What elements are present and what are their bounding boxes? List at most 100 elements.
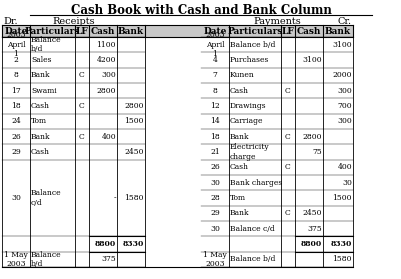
Text: 400: 400 [101, 133, 116, 141]
Bar [2, 25, 352, 37]
Text: Cr.: Cr. [337, 17, 351, 26]
Text: Purchases: Purchases [229, 56, 269, 64]
Text: Bank: Bank [31, 71, 51, 79]
Text: 75: 75 [312, 148, 321, 156]
Text: C: C [284, 87, 290, 95]
Text: Dr.: Dr. [3, 17, 18, 26]
Text: Bank: Bank [117, 27, 144, 35]
Text: Bank: Bank [31, 133, 51, 141]
Text: LF: LF [75, 27, 88, 35]
Text: 3100: 3100 [302, 56, 321, 64]
Text: 1500: 1500 [332, 194, 351, 202]
Text: 2800: 2800 [96, 87, 116, 95]
Text: -: - [113, 194, 116, 202]
Text: 300: 300 [336, 117, 351, 125]
Text: Sales: Sales [31, 56, 51, 64]
Text: 18: 18 [11, 102, 21, 110]
Text: 2450: 2450 [302, 209, 321, 217]
Text: 18: 18 [210, 133, 219, 141]
Text: 26: 26 [210, 163, 219, 171]
Text: 1 May
2003: 1 May 2003 [203, 251, 226, 268]
Text: 375: 375 [101, 255, 116, 263]
Text: 300: 300 [101, 71, 116, 79]
Text: Cash: Cash [31, 102, 50, 110]
Text: Date: Date [4, 27, 28, 35]
Text: 24: 24 [11, 117, 21, 125]
Text: Particulars: Particulars [25, 27, 80, 35]
Text: C: C [284, 133, 290, 141]
Text: Cash: Cash [229, 87, 248, 95]
Text: 8330: 8330 [122, 240, 144, 248]
Text: Bank charges: Bank charges [229, 179, 282, 187]
Text: 8800: 8800 [95, 240, 116, 248]
Text: Bank: Bank [229, 133, 249, 141]
Text: 8800: 8800 [300, 240, 321, 248]
Text: Kunen: Kunen [229, 71, 254, 79]
Text: 2450: 2450 [124, 148, 144, 156]
Text: 300: 300 [336, 87, 351, 95]
Text: Receipts: Receipts [52, 17, 95, 26]
Text: 1580: 1580 [332, 255, 351, 263]
Text: 3100: 3100 [332, 41, 351, 49]
Text: Carriage: Carriage [229, 117, 263, 125]
Text: Cash: Cash [31, 148, 50, 156]
Text: 17: 17 [11, 87, 21, 95]
Text: Cash Book with Cash and Bank Column: Cash Book with Cash and Bank Column [71, 4, 330, 17]
Text: 4200: 4200 [96, 56, 116, 64]
Text: 400: 400 [336, 163, 351, 171]
Text: 26: 26 [11, 133, 21, 141]
Text: Balance b/d: Balance b/d [229, 255, 275, 263]
Text: 1500: 1500 [124, 117, 144, 125]
Text: C: C [284, 163, 290, 171]
Text: 2800: 2800 [124, 102, 144, 110]
Text: 2: 2 [14, 56, 18, 64]
Text: C: C [79, 133, 85, 141]
Text: 700: 700 [336, 102, 351, 110]
Text: Cash: Cash [91, 27, 115, 35]
Text: 8: 8 [212, 87, 217, 95]
Text: C: C [284, 209, 290, 217]
Text: Cash: Cash [229, 163, 248, 171]
Text: Bank: Bank [229, 209, 249, 217]
Text: 1 May
2003: 1 May 2003 [4, 251, 28, 268]
Text: Cash: Cash [296, 27, 320, 35]
Text: Particulars: Particulars [227, 27, 282, 35]
Text: 21: 21 [210, 148, 219, 156]
Text: C: C [79, 71, 85, 79]
Text: 30: 30 [341, 179, 351, 187]
Text: 30: 30 [11, 194, 21, 202]
Text: 12: 12 [210, 102, 219, 110]
Text: 375: 375 [306, 225, 321, 233]
Text: 30: 30 [210, 179, 219, 187]
Text: Electricity
charge: Electricity charge [229, 143, 269, 161]
Text: 29: 29 [11, 148, 21, 156]
Text: 2003
April
1: 2003 April 1 [6, 32, 26, 58]
Text: Balance
b/d: Balance b/d [31, 36, 61, 53]
Text: Tom: Tom [31, 117, 47, 125]
Text: 1580: 1580 [124, 194, 144, 202]
Text: Drawings: Drawings [229, 102, 266, 110]
Text: 7: 7 [212, 71, 217, 79]
Text: Date: Date [203, 27, 226, 35]
Text: Payments: Payments [253, 17, 300, 26]
Text: 1100: 1100 [96, 41, 116, 49]
Text: Tom: Tom [229, 194, 245, 202]
Text: Balance b/d: Balance b/d [229, 41, 275, 49]
Text: 14: 14 [210, 117, 219, 125]
Text: 28: 28 [210, 194, 219, 202]
Text: Swami: Swami [31, 87, 57, 95]
Text: LF: LF [281, 27, 294, 35]
Text: 2000: 2000 [332, 71, 351, 79]
Text: 8: 8 [14, 71, 18, 79]
Text: C: C [79, 102, 85, 110]
Text: 4: 4 [212, 56, 217, 64]
Text: Balance
c/d: Balance c/d [31, 189, 61, 207]
Text: Balance
b/d: Balance b/d [31, 251, 61, 268]
Text: 30: 30 [210, 225, 219, 233]
Text: Bank: Bank [324, 27, 350, 35]
Text: 2800: 2800 [302, 133, 321, 141]
Text: Balance c/d: Balance c/d [229, 225, 274, 233]
Text: 8330: 8330 [330, 240, 351, 248]
Text: 29: 29 [210, 209, 219, 217]
Text: 2003
April
1: 2003 April 1 [205, 32, 224, 58]
